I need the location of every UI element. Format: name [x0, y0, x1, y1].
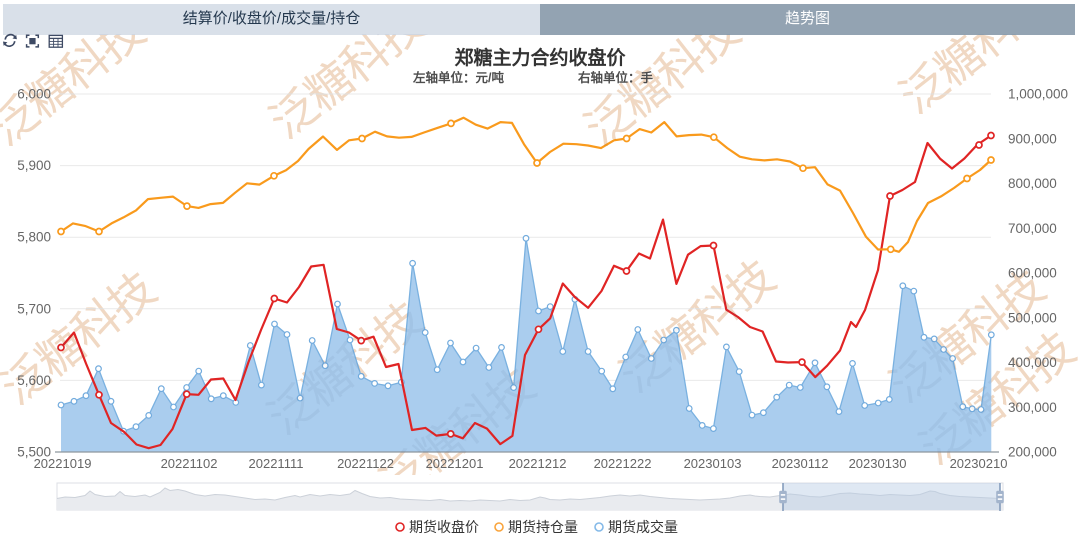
svg-text:1,000,000: 1,000,000	[1008, 87, 1068, 102]
svg-text:5,600: 5,600	[17, 373, 51, 388]
svg-text:20230112: 20230112	[772, 456, 829, 471]
svg-text:400,000: 400,000	[1008, 355, 1057, 370]
svg-text:期货持仓量: 期货持仓量	[508, 519, 578, 535]
svg-text:20230130: 20230130	[849, 456, 907, 471]
svg-text:20221201: 20221201	[426, 456, 484, 471]
svg-text:20221212: 20221212	[509, 456, 567, 471]
svg-text:20230210: 20230210	[950, 456, 1008, 471]
svg-text:200,000: 200,000	[1008, 445, 1057, 460]
svg-text:20221111: 20221111	[249, 456, 304, 471]
svg-text:500,000: 500,000	[1008, 310, 1057, 325]
svg-text:5,800: 5,800	[17, 230, 51, 245]
svg-text:20230103: 20230103	[684, 456, 742, 471]
svg-text:5,700: 5,700	[17, 301, 51, 316]
svg-text:800,000: 800,000	[1008, 176, 1057, 191]
svg-text:20221019: 20221019	[34, 456, 92, 471]
svg-text:5,900: 5,900	[17, 158, 51, 173]
svg-text:700,000: 700,000	[1008, 221, 1057, 236]
svg-text:300,000: 300,000	[1008, 400, 1057, 415]
svg-text:20221122: 20221122	[337, 456, 394, 471]
svg-text:期货成交量: 期货成交量	[608, 519, 678, 535]
svg-text:600,000: 600,000	[1008, 266, 1057, 281]
svg-text:20221222: 20221222	[594, 456, 652, 471]
svg-text:20221102: 20221102	[161, 456, 218, 471]
svg-text:期货收盘价: 期货收盘价	[409, 519, 479, 535]
svg-text:5,500: 5,500	[17, 445, 51, 460]
svg-text:900,000: 900,000	[1008, 131, 1057, 146]
svg-text:6,000: 6,000	[17, 87, 51, 102]
